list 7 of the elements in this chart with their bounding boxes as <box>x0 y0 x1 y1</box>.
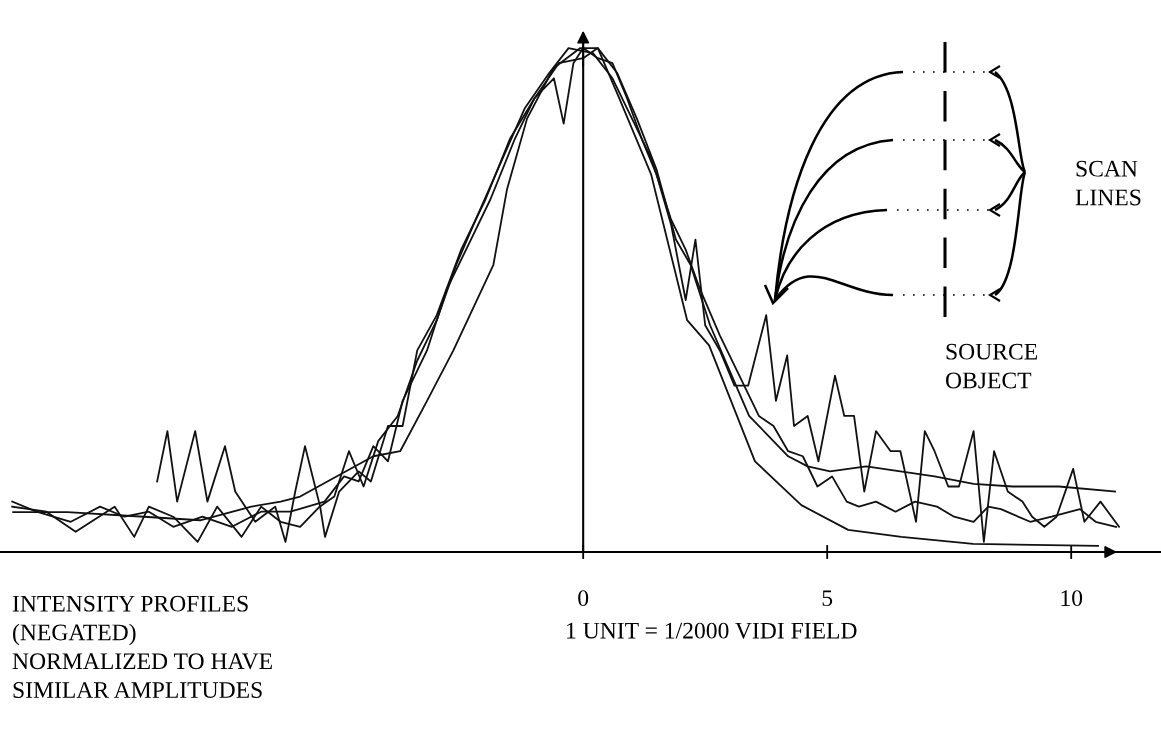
x-tick-label: 5 <box>822 590 833 607</box>
x-tick-label: 0 <box>578 590 589 607</box>
text: INTENSITY PROFILES (NEGATED) NORMALIZED TO HAVE SIMILAR AMPLITUDES <box>12 595 272 698</box>
x-tick-label: 10 <box>1061 590 1083 607</box>
text: 1 UNIT = 1/2000 VIDI FIELD <box>567 622 857 639</box>
annotation: SCAN LINES <box>1075 160 1141 206</box>
annotation: SOURCE OBJECT <box>945 343 1037 389</box>
